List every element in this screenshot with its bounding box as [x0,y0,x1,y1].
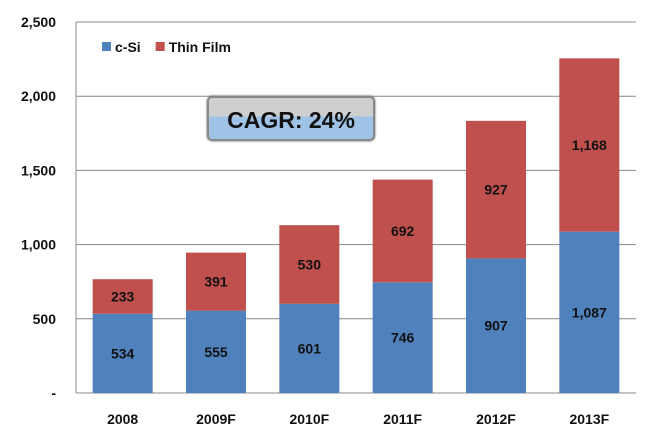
legend-swatch [155,42,165,51]
y-tick-label: 500 [33,311,57,327]
y-tick-label: 2,000 [21,88,56,104]
data-label: 1,087 [572,304,607,320]
bar-thin-film [466,120,526,259]
data-label: 391 [204,274,228,290]
bar-c-si [372,282,433,393]
x-tick-label: 2009F [196,411,236,427]
data-label: 555 [204,344,228,360]
data-label: 530 [298,256,322,272]
bar-thin-film [559,58,620,232]
data-label: 601 [298,340,322,356]
data-label: 534 [111,345,135,361]
x-tick-label: 2012F [476,411,516,427]
bar-c-si [466,258,526,393]
data-label: 233 [111,288,135,304]
bar-c-si [92,313,153,393]
data-label: 907 [484,318,508,334]
legend-swatch [102,42,111,51]
bar-c-si [279,303,340,393]
x-tick-label: 2011F [383,411,422,427]
legend-label: c-Si [115,39,141,55]
data-label: 746 [391,330,415,346]
data-label: 1,168 [572,137,607,153]
x-tick-label: 2008 [107,411,138,427]
bar-thin-film [279,225,340,304]
bar-thin-film [92,279,153,314]
data-label: 692 [391,223,415,239]
cagr-annotation: CAGR: 24% [207,96,375,141]
x-tick-label: 2010F [289,411,329,427]
data-label: 927 [484,182,508,198]
bar-thin-film [186,252,246,311]
y-tick-label: - [51,385,56,401]
legend-label: Thin Film [169,39,231,55]
x-tick-label: 2013F [569,411,609,427]
y-tick-label: 1,000 [21,237,56,253]
y-tick-label: 1,500 [21,162,56,178]
bar-c-si [559,231,620,393]
bar-c-si [186,310,246,393]
y-tick-label: 2,500 [21,14,56,30]
bar-thin-film [372,179,433,283]
